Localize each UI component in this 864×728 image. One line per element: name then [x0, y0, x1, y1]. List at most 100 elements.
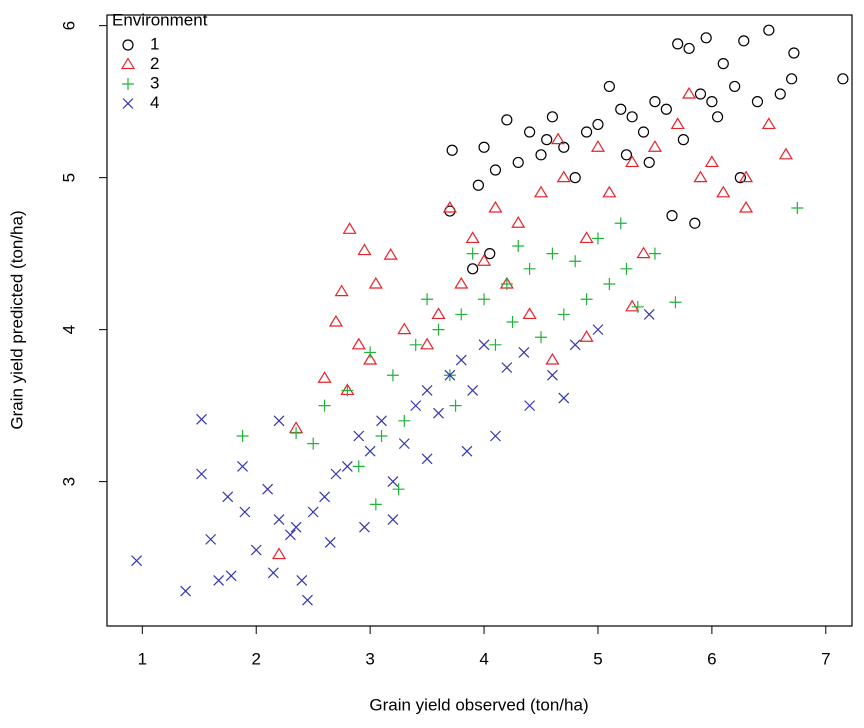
data-point — [359, 521, 370, 533]
data-point — [296, 574, 308, 586]
data-point — [739, 170, 754, 183]
data-point — [774, 88, 786, 100]
legend-label: 3 — [150, 73, 159, 92]
data-point — [421, 453, 433, 465]
data-point — [666, 210, 678, 222]
data-point — [352, 460, 365, 473]
data-point — [386, 369, 399, 382]
data-point — [500, 278, 513, 291]
data-point — [213, 574, 225, 586]
data-point — [262, 483, 274, 495]
data-point — [647, 140, 662, 152]
legend-label: 4 — [150, 93, 159, 112]
legend-symbol — [122, 39, 134, 51]
data-point — [694, 88, 707, 100]
data-point — [273, 514, 285, 526]
legend-symbol — [122, 78, 134, 90]
data-point — [751, 96, 764, 108]
data-point — [763, 24, 775, 36]
data-point — [225, 570, 237, 582]
data-point — [591, 232, 604, 245]
data-point — [620, 262, 633, 275]
data-point — [569, 339, 581, 351]
data-point — [472, 179, 484, 191]
data-point — [541, 134, 553, 146]
data-point — [524, 126, 536, 138]
data-point — [465, 231, 480, 244]
data-point — [551, 132, 566, 145]
y-tick-label: 3 — [59, 477, 78, 486]
data-point — [421, 384, 433, 396]
data-point — [717, 58, 729, 70]
data-point — [614, 217, 627, 230]
data-point — [706, 96, 718, 108]
data-point — [512, 240, 525, 253]
data-point — [478, 293, 491, 306]
data-point — [579, 231, 594, 244]
data-point — [318, 399, 331, 412]
data-point — [369, 498, 382, 511]
data-point — [672, 38, 684, 50]
data-point — [409, 338, 422, 351]
data-point — [488, 200, 503, 213]
data-point — [788, 47, 800, 59]
data-point — [569, 172, 581, 184]
data-point — [455, 354, 467, 366]
data-point — [341, 384, 354, 397]
data-point — [375, 430, 388, 443]
data-point — [700, 32, 712, 44]
data-point — [620, 149, 633, 161]
data-point — [683, 42, 695, 54]
data-point — [250, 544, 262, 556]
data-point — [357, 243, 372, 256]
data-point — [602, 185, 617, 198]
data-point — [778, 147, 793, 160]
data-point — [342, 222, 357, 234]
data-point — [454, 276, 469, 289]
data-point — [522, 307, 537, 320]
data-point — [660, 103, 672, 115]
data-point — [557, 308, 570, 321]
data-point — [478, 141, 490, 153]
data-point — [636, 246, 651, 259]
data-point — [556, 170, 571, 183]
legend-title: Environment — [112, 10, 208, 29]
data-point — [196, 468, 207, 480]
data-point — [478, 339, 490, 351]
data-point — [290, 426, 303, 439]
data-point — [511, 216, 526, 228]
data-point — [590, 140, 606, 152]
data-point — [512, 156, 524, 168]
data-point — [271, 547, 287, 560]
data-point — [317, 371, 332, 383]
legend-label: 2 — [150, 54, 159, 73]
x-axis-label: Grain yield observed (ton/ha) — [369, 695, 588, 714]
data-point — [431, 307, 446, 320]
data-point — [716, 185, 731, 198]
data-point — [524, 400, 536, 412]
data-point — [420, 337, 435, 350]
data-point — [461, 445, 473, 457]
x-tick-label: 5 — [593, 649, 602, 668]
data-point — [580, 126, 593, 138]
data-point — [353, 430, 365, 442]
data-point — [444, 369, 456, 381]
data-point — [837, 73, 849, 85]
data-point — [341, 460, 353, 472]
data-point — [791, 202, 804, 215]
data-point — [239, 506, 251, 518]
data-point — [433, 407, 444, 419]
data-point — [334, 284, 349, 297]
data-point — [237, 460, 248, 472]
data-point — [729, 80, 741, 92]
x-tick-label: 7 — [821, 649, 830, 668]
data-point — [467, 384, 479, 396]
data-point — [761, 117, 776, 130]
data-point — [205, 533, 217, 545]
data-point — [290, 521, 302, 533]
data-point — [580, 293, 593, 306]
data-point — [410, 400, 422, 412]
data-point — [501, 114, 513, 126]
data-point — [398, 438, 410, 450]
